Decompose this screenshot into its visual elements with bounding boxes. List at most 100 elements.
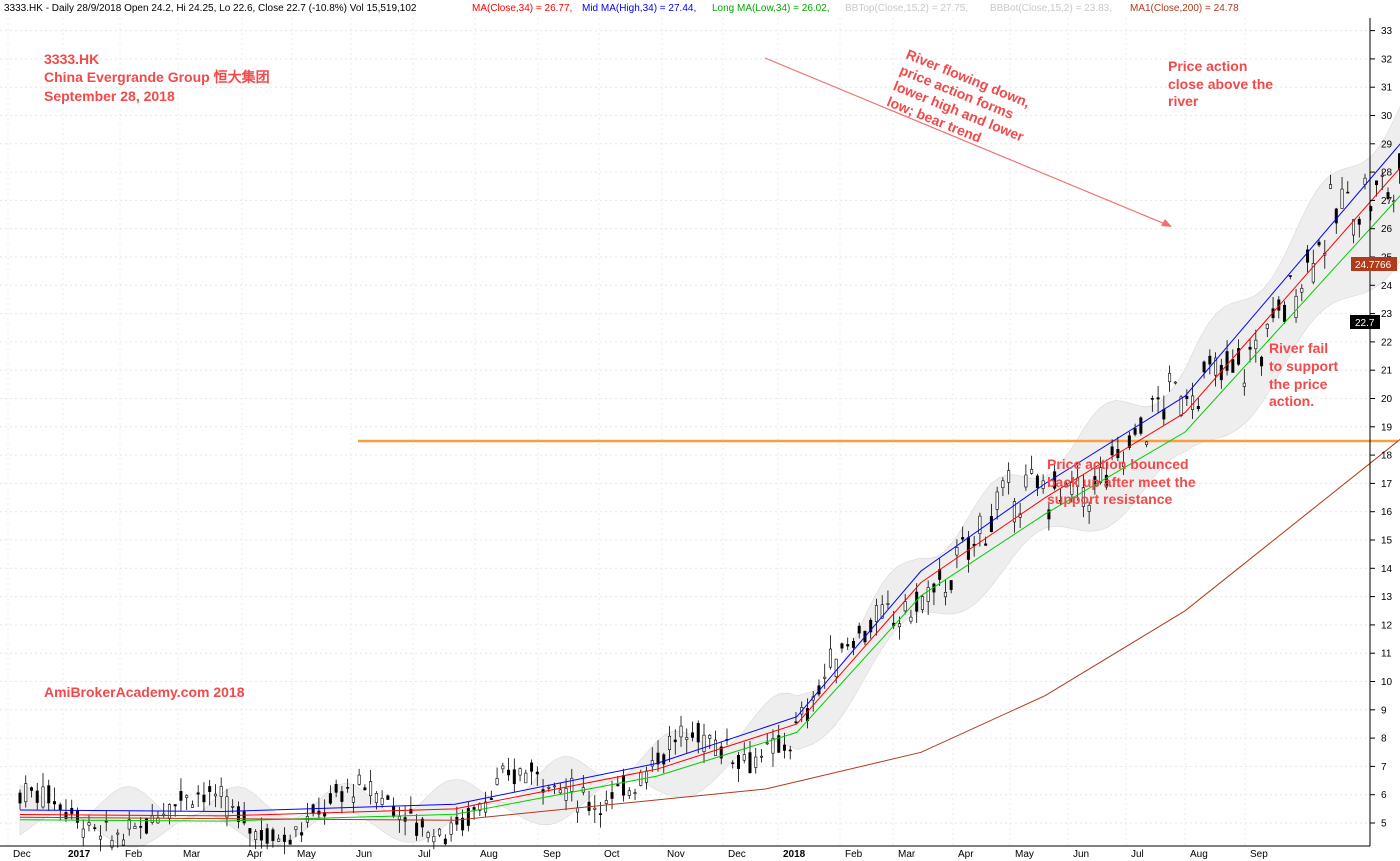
candle-body: [133, 826, 137, 829]
candle-body: [179, 791, 183, 801]
candle-body: [127, 819, 131, 830]
candle-body: [1168, 373, 1172, 383]
candle-body: [1139, 417, 1143, 434]
candle-body: [1012, 501, 1016, 523]
candle-body: [1196, 405, 1200, 410]
candle-body: [443, 838, 447, 845]
x-tick-label: Oct: [604, 849, 620, 860]
x-tick-label: May: [1015, 849, 1034, 860]
candle-body: [121, 839, 125, 846]
candle-body: [213, 793, 217, 797]
header-long-ma: Long MA(Low,34) = 26.02,: [712, 3, 830, 14]
candle-body: [93, 827, 97, 829]
candle-body: [558, 789, 562, 794]
x-tick-label: Jul: [418, 849, 431, 860]
candle-body: [104, 820, 108, 823]
candle-body: [1225, 351, 1229, 371]
candle-body: [426, 832, 430, 839]
candle-body: [748, 752, 752, 774]
candle-body: [943, 592, 947, 598]
y-tick-label: 20: [1381, 394, 1393, 405]
candle-body: [765, 742, 769, 745]
candle-body: [397, 816, 401, 820]
candle-body: [478, 803, 482, 811]
candle-body: [1242, 382, 1246, 387]
candle-body: [1156, 397, 1160, 400]
y-tick-label: 12: [1381, 620, 1393, 631]
y-tick-label: 33: [1381, 26, 1393, 37]
candle-body: [794, 721, 798, 724]
annotation-line: support resistance: [1047, 491, 1172, 507]
y-tick-label: 31: [1381, 83, 1393, 94]
candle-body: [1237, 348, 1241, 365]
y-tick-label: 10: [1381, 677, 1393, 688]
candle-body: [530, 762, 534, 772]
candle-body: [420, 818, 424, 828]
header-mid-ma: Mid MA(High,34) = 27.44,: [582, 3, 696, 14]
ma200-price-label: 24.7766: [1355, 260, 1392, 271]
candle-body: [334, 784, 338, 793]
candle-body: [857, 625, 861, 634]
candle-body: [1081, 487, 1085, 507]
candle-body: [1087, 505, 1091, 512]
candle-body: [225, 796, 229, 818]
candle-body: [81, 828, 85, 838]
candle-body: [1030, 469, 1034, 474]
candle-body: [1317, 241, 1321, 246]
y-tick-label: 16: [1381, 507, 1393, 518]
candle-body: [58, 804, 62, 810]
candle-body: [616, 784, 620, 787]
y-tick-label: 22: [1381, 337, 1393, 348]
y-tick-label: 21: [1381, 366, 1393, 377]
candle-body: [110, 840, 114, 848]
candle-body: [874, 605, 878, 622]
ma200-price-label-bg: [1351, 257, 1397, 271]
candle-body: [1162, 409, 1166, 420]
annotation-line: to support: [1269, 358, 1339, 374]
trend-arrow: [764, 57, 1171, 227]
candle-body: [742, 754, 746, 761]
candle-body: [282, 834, 286, 842]
y-tick-label: 5: [1381, 819, 1387, 830]
candle-body: [1386, 192, 1390, 199]
annotation-line: action.: [1269, 393, 1314, 409]
candle-body: [1202, 361, 1206, 373]
candle-body: [1179, 396, 1183, 416]
x-tick-label: Sep: [1250, 849, 1268, 860]
river-down-annotation: River flowing down, price action forms l…: [885, 46, 1033, 146]
candle-body: [851, 640, 855, 648]
candle-body: [984, 543, 988, 546]
header-ma34: MA(Close,34) = 26.77,: [472, 3, 572, 14]
candle-body: [828, 648, 832, 668]
candle-body: [731, 762, 735, 765]
candle-body: [351, 796, 355, 803]
y-tick-label: 7: [1381, 762, 1387, 773]
candle-body: [1265, 323, 1269, 329]
candle-body: [1357, 218, 1361, 225]
candle-body: [1346, 191, 1350, 194]
y-tick-label: 17: [1381, 479, 1393, 490]
candle-body: [1070, 482, 1074, 495]
y-tick-label: 6: [1381, 790, 1387, 801]
candle-body: [909, 616, 913, 622]
y-tick-label: 23: [1381, 309, 1393, 320]
candles: [18, 153, 1400, 855]
candle-body: [1007, 470, 1011, 483]
candle-body: [995, 491, 999, 510]
candle-body: [277, 838, 281, 842]
x-tick-label: 2017: [68, 849, 91, 860]
candle-body: [650, 760, 654, 767]
y-tick-label: 13: [1381, 592, 1393, 603]
x-tick-label: Dec: [13, 849, 31, 860]
candle-body: [886, 603, 890, 605]
candle-body: [1035, 475, 1039, 489]
candle-body: [903, 601, 907, 612]
bollinger-band: [19, 106, 1400, 848]
candle-body: [714, 739, 718, 756]
candle-body: [294, 826, 298, 830]
x-tick-label: Jun: [1073, 849, 1089, 860]
x-tick-label: Aug: [480, 849, 498, 860]
candle-body: [1104, 474, 1108, 488]
candle-body: [288, 839, 292, 845]
